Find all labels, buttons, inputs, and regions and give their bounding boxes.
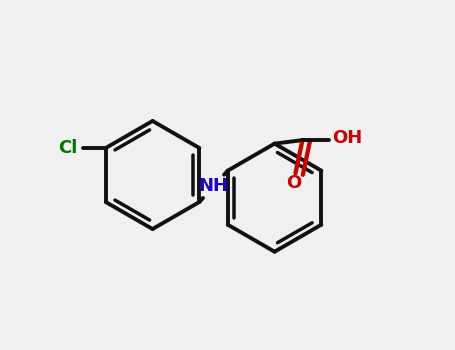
- Text: OH: OH: [332, 130, 362, 147]
- Text: O: O: [286, 174, 301, 192]
- Text: NH: NH: [198, 177, 228, 195]
- Text: Cl: Cl: [58, 139, 77, 157]
